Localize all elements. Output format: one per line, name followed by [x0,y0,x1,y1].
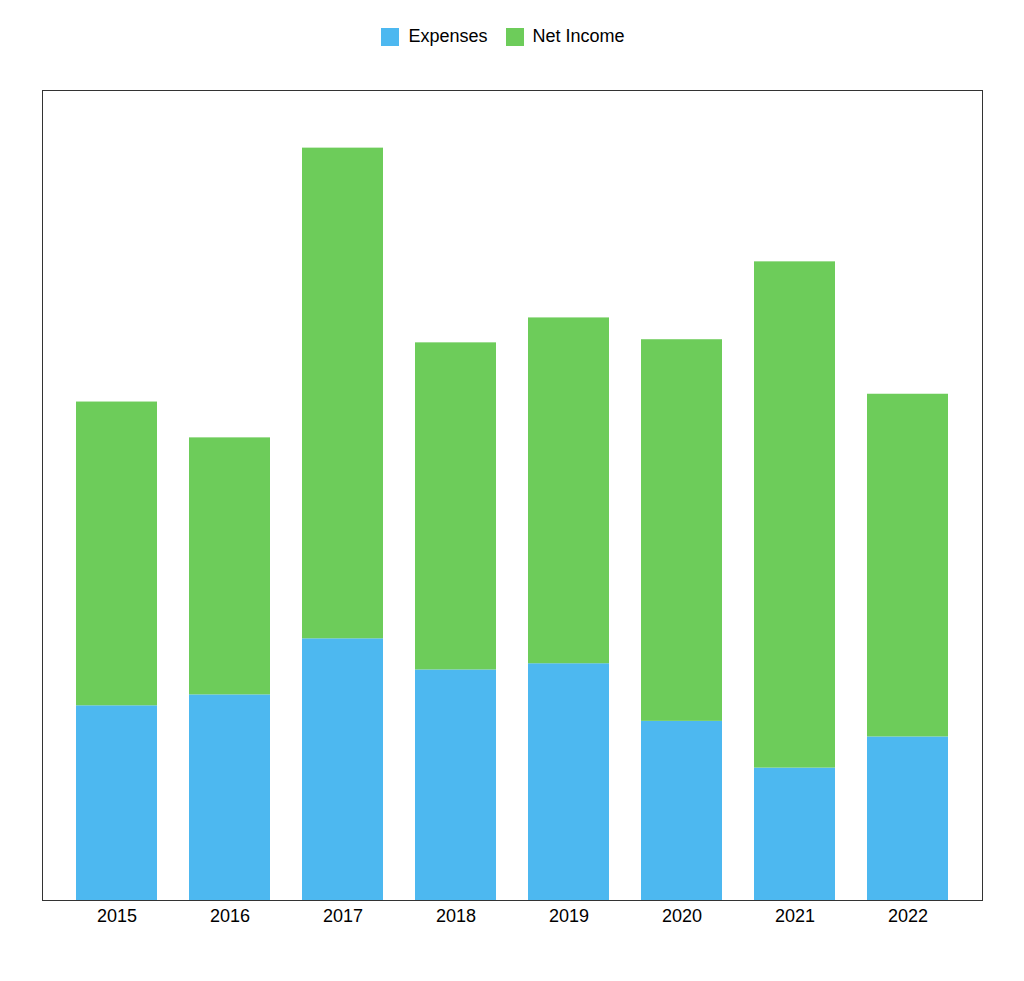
svg-text:2020: 2020 [662,906,702,926]
svg-text:2022: 2022 [888,906,928,926]
svg-text:2019: 2019 [549,906,589,926]
html-text:Net Income: Net Income [532,26,625,46]
svg-text:2016: 2016 [210,906,250,926]
svg-text:2015: 2015 [97,906,137,926]
svg-text:2021: 2021 [775,906,815,926]
html-text:Expenses: Expenses [408,26,488,46]
svg-text:2017: 2017 [323,906,363,926]
svg-text:2018: 2018 [436,906,476,926]
